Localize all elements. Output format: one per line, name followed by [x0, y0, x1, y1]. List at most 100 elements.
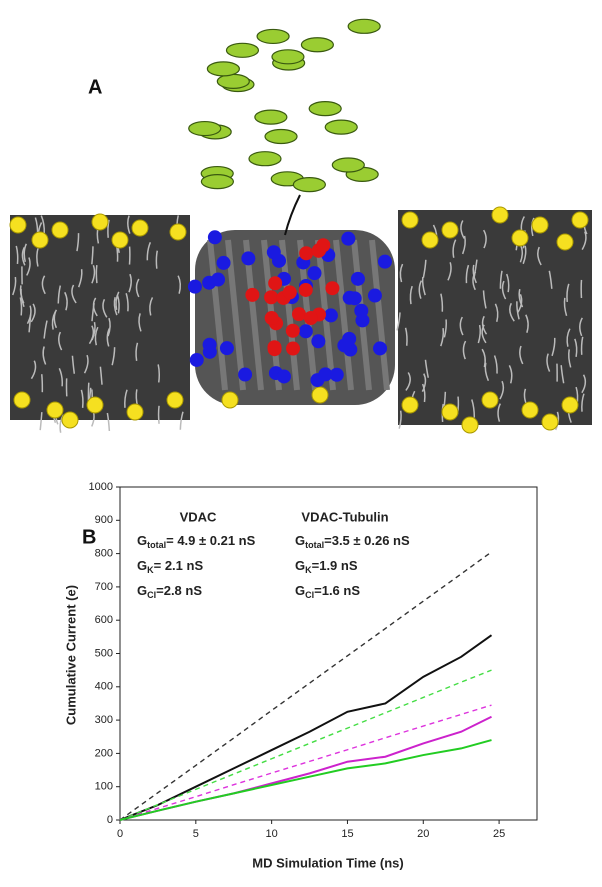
y-axis-title: Cumulative Current (e) — [63, 585, 78, 725]
lipid-tail — [77, 269, 83, 288]
red-residue — [267, 342, 282, 357]
lipid-tail — [102, 298, 108, 318]
lipid-tail — [505, 273, 510, 293]
lipid-tail — [21, 246, 26, 266]
tubulin-helix — [292, 177, 326, 193]
x-tick-label: 0 — [117, 828, 123, 840]
lipid-tail — [113, 296, 118, 316]
blue-residue — [238, 367, 253, 382]
lipid-tail — [509, 302, 515, 322]
lipid-tail — [399, 263, 404, 283]
lipid-head — [13, 391, 31, 409]
lipid-head — [111, 231, 129, 249]
lipid-tail — [41, 374, 44, 393]
lipid-tail — [128, 273, 132, 293]
lipid-tail — [99, 366, 103, 385]
tubulin-helix — [256, 28, 290, 45]
lipid-head — [521, 401, 539, 419]
blue-residue — [377, 254, 392, 269]
lipid-tail — [516, 301, 520, 320]
lipid-head — [541, 413, 559, 431]
lipid-tail — [566, 328, 571, 347]
blue-residue — [189, 352, 204, 367]
lipid-tail — [472, 271, 477, 291]
lipid-head — [126, 403, 144, 421]
blue-residue — [311, 334, 326, 349]
lipid-tail — [135, 278, 140, 298]
blue-residue — [298, 324, 313, 339]
blue-residue — [216, 255, 231, 270]
lipid-tail — [482, 229, 487, 249]
lipid-head — [166, 391, 184, 409]
lipid-tail — [501, 280, 507, 300]
lipid-tail — [107, 219, 110, 238]
lipid-tail — [471, 399, 476, 418]
lipid-tail — [421, 373, 427, 392]
lipid-tail — [517, 293, 523, 313]
x-axis-title: MD Simulation Time (ns) — [252, 855, 403, 870]
blue-residue — [307, 266, 322, 281]
lipid-tail — [115, 291, 120, 310]
y-tick-label: 900 — [95, 514, 113, 526]
tubulin-helix — [200, 173, 234, 190]
lipid-tail — [581, 393, 585, 412]
barrel-strand — [369, 239, 390, 391]
panel-label: A — [88, 76, 102, 98]
annotation: GK=1.9 nS — [295, 558, 358, 575]
lipid-head — [571, 211, 589, 229]
y-tick-label: 800 — [95, 548, 113, 560]
lipid-tail — [421, 277, 426, 296]
lipid-tail — [91, 246, 94, 265]
lipid-tail — [447, 262, 452, 281]
y-tick-label: 500 — [95, 647, 113, 659]
lipid-tail — [53, 309, 58, 329]
red-residue — [286, 341, 301, 356]
tubulin-tail — [284, 194, 301, 236]
lipid-head — [31, 231, 49, 249]
lipid-tail — [460, 220, 465, 239]
lipid-head — [46, 401, 64, 419]
annotation-symbol: G — [137, 558, 147, 573]
lipid-tail — [522, 245, 527, 265]
lipid-tail — [581, 374, 587, 394]
blue-residue — [329, 367, 344, 382]
y-tick-label: 200 — [95, 747, 113, 759]
lipid-tail — [30, 303, 36, 323]
x-tick-label: 5 — [193, 828, 199, 840]
barrel-strand — [333, 239, 354, 391]
x-tick-label: 25 — [493, 828, 505, 840]
red-residue — [285, 323, 300, 338]
lipid-tail — [91, 321, 96, 341]
y-tick-label: 1000 — [89, 481, 113, 493]
blue-residue — [202, 344, 217, 359]
lipid-tail — [12, 276, 17, 296]
lipid-tail — [58, 331, 63, 351]
blue-residue — [337, 338, 352, 353]
red-residue — [264, 311, 279, 326]
lipid-tail — [157, 364, 161, 383]
annotation-text: =2.8 nS — [156, 583, 202, 598]
molecular-illustration — [9, 18, 592, 434]
lipid-tail — [116, 295, 120, 314]
annotation-title: VDAC-Tubulin — [301, 509, 388, 524]
lipid-tail — [459, 316, 464, 336]
lipid-tail — [477, 324, 482, 344]
lipid-tail — [155, 250, 159, 269]
annotation-text: = 4.9 ± 0.21 nS — [166, 533, 255, 548]
annotation-symbol: G — [137, 583, 147, 598]
lipid-tail — [548, 270, 553, 289]
lipid-tail — [51, 311, 57, 330]
lipid-tail — [36, 248, 39, 267]
lipid-head — [91, 213, 109, 231]
tubulin-helix — [254, 109, 288, 125]
lipid-tail — [525, 314, 529, 333]
lipid-head — [461, 416, 479, 434]
tubulin-helix — [324, 119, 358, 135]
lipid-tail — [396, 312, 401, 331]
annotation-text: = 2.1 nS — [154, 558, 204, 573]
lipid-head — [561, 396, 579, 414]
annotation: GCl=2.8 nS — [137, 583, 202, 600]
lipid-tail — [179, 411, 184, 430]
series-line — [119, 669, 492, 821]
tubulin-helix — [300, 37, 334, 53]
